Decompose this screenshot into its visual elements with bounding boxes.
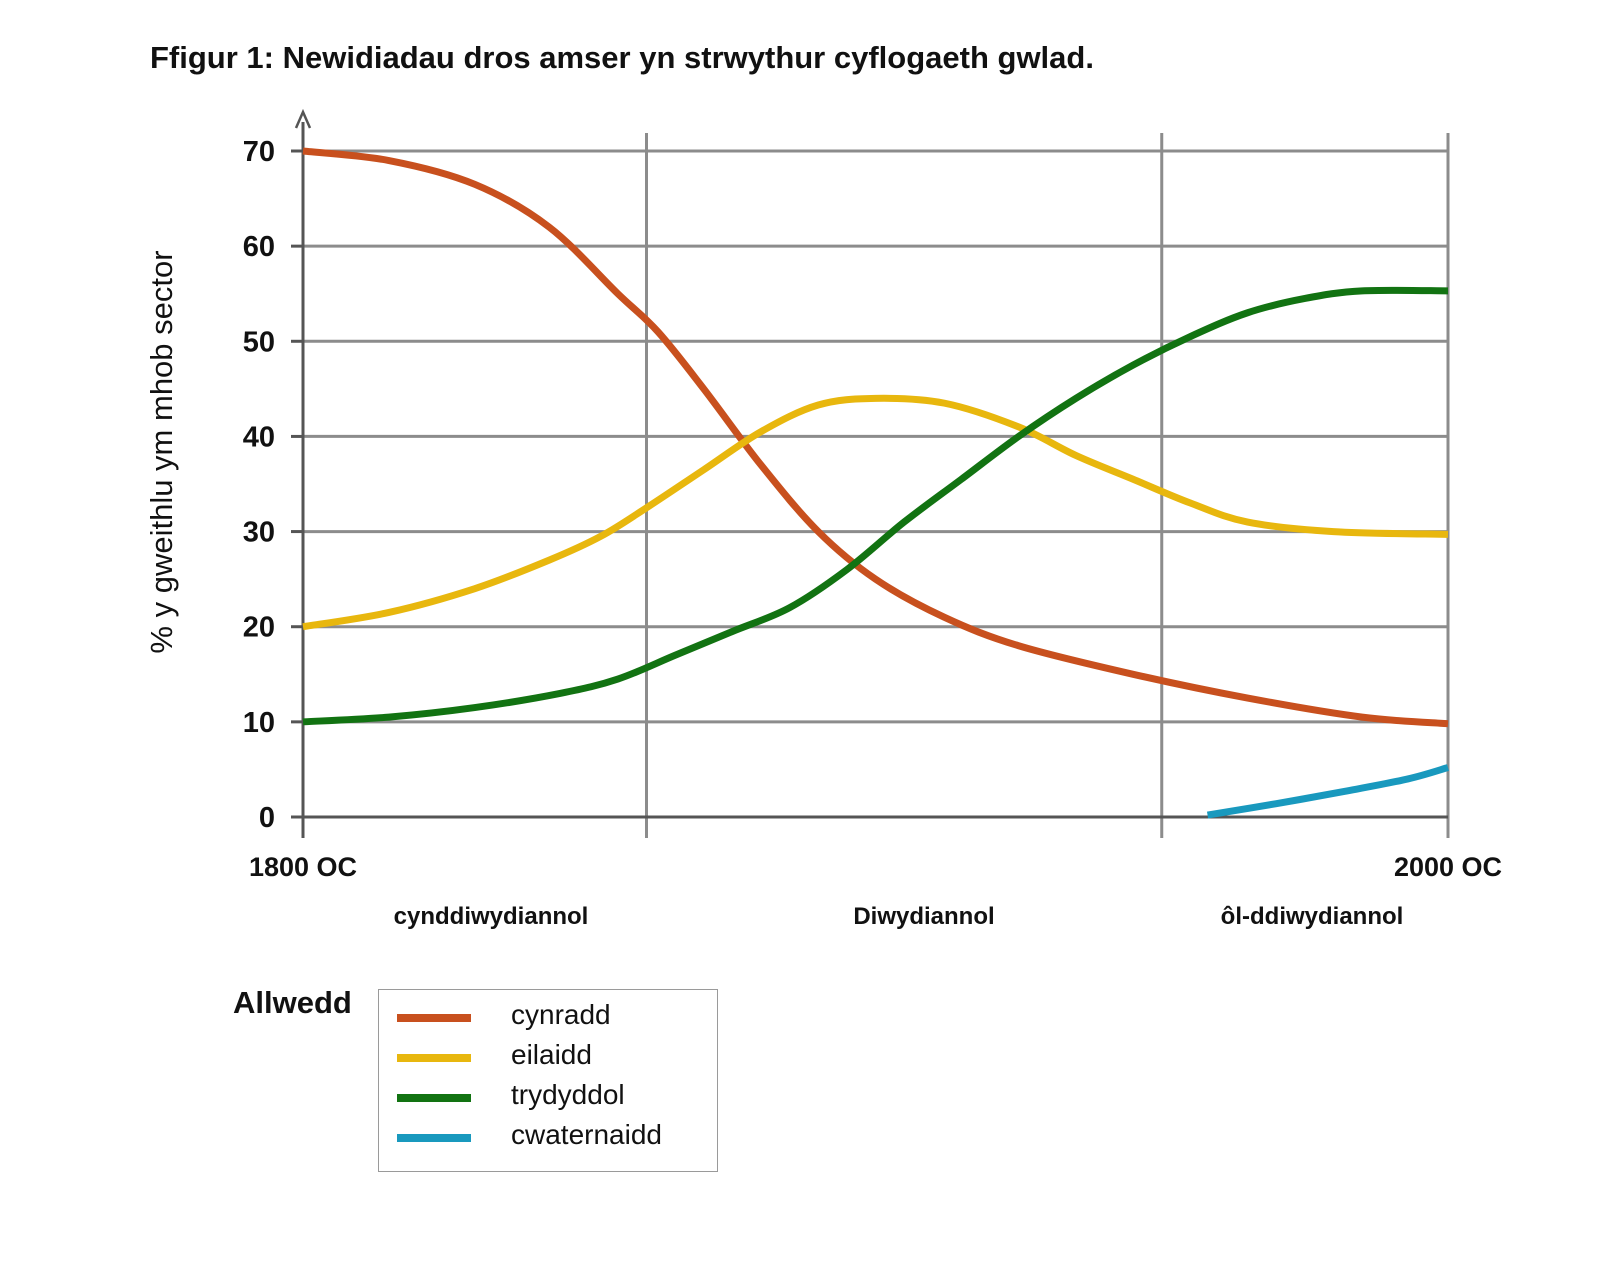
- legend-item-cwaternaidd: cwaternaidd: [397, 1116, 707, 1156]
- stage-label: Diwydiannol: [853, 903, 994, 930]
- y-tick-label: 60: [243, 231, 275, 263]
- series-line-eilaidd: [302, 394, 1449, 631]
- series-line-cynradd: [302, 147, 1449, 728]
- y-tick-label: 0: [259, 802, 275, 834]
- y-tick-label: 10: [243, 707, 275, 739]
- legend-swatch: [397, 1094, 471, 1102]
- legend-swatch: [397, 1014, 471, 1022]
- legend-item-trydyddol: trydyddol: [397, 1076, 707, 1116]
- chart-title: Ffigur 1: Newidiadau dros amser yn strwy…: [150, 40, 1094, 75]
- legend-label: cynradd: [511, 999, 611, 1030]
- axis-labels: 0 10 20 30 40 50 60 70 1800 OC 2000 OC cynddiwydia…: [144, 136, 1502, 930]
- x-label-start: 1800 OC: [249, 852, 357, 882]
- stage-label: cynddiwydiannol: [394, 903, 589, 930]
- y-axis-arrow: [294, 108, 312, 129]
- stage-label: ôl-ddiwydiannol: [1221, 903, 1404, 930]
- y-tick-label: 40: [243, 421, 275, 453]
- legend: cynradd eilaidd trydyddol cwaternaidd: [378, 989, 718, 1172]
- y-tick-label: 30: [243, 517, 275, 549]
- axes: [291, 108, 1448, 838]
- legend-title: Allwedd: [233, 985, 352, 1020]
- legend-label: trydyddol: [511, 1079, 625, 1110]
- y-tick-label: 50: [243, 326, 275, 358]
- legend-label: eilaidd: [511, 1039, 592, 1070]
- gridlines: [303, 133, 1450, 838]
- y-tick-label: 70: [243, 136, 275, 168]
- y-tick-label: 20: [243, 612, 275, 644]
- legend-item-eilaidd: eilaidd: [397, 1036, 707, 1076]
- legend-swatch: [397, 1134, 471, 1142]
- legend-label: cwaternaidd: [511, 1119, 662, 1150]
- y-axis-label: % y gweithlu ym mhob sector: [144, 250, 179, 653]
- x-label-end: 2000 OC: [1394, 852, 1502, 882]
- series-line-trydyddol: [302, 286, 1449, 726]
- series-line-cwaternaidd: [1206, 764, 1449, 819]
- legend-swatch: [397, 1054, 471, 1062]
- series-lines: [302, 147, 1449, 819]
- legend-item-cynradd: cynradd: [397, 996, 707, 1036]
